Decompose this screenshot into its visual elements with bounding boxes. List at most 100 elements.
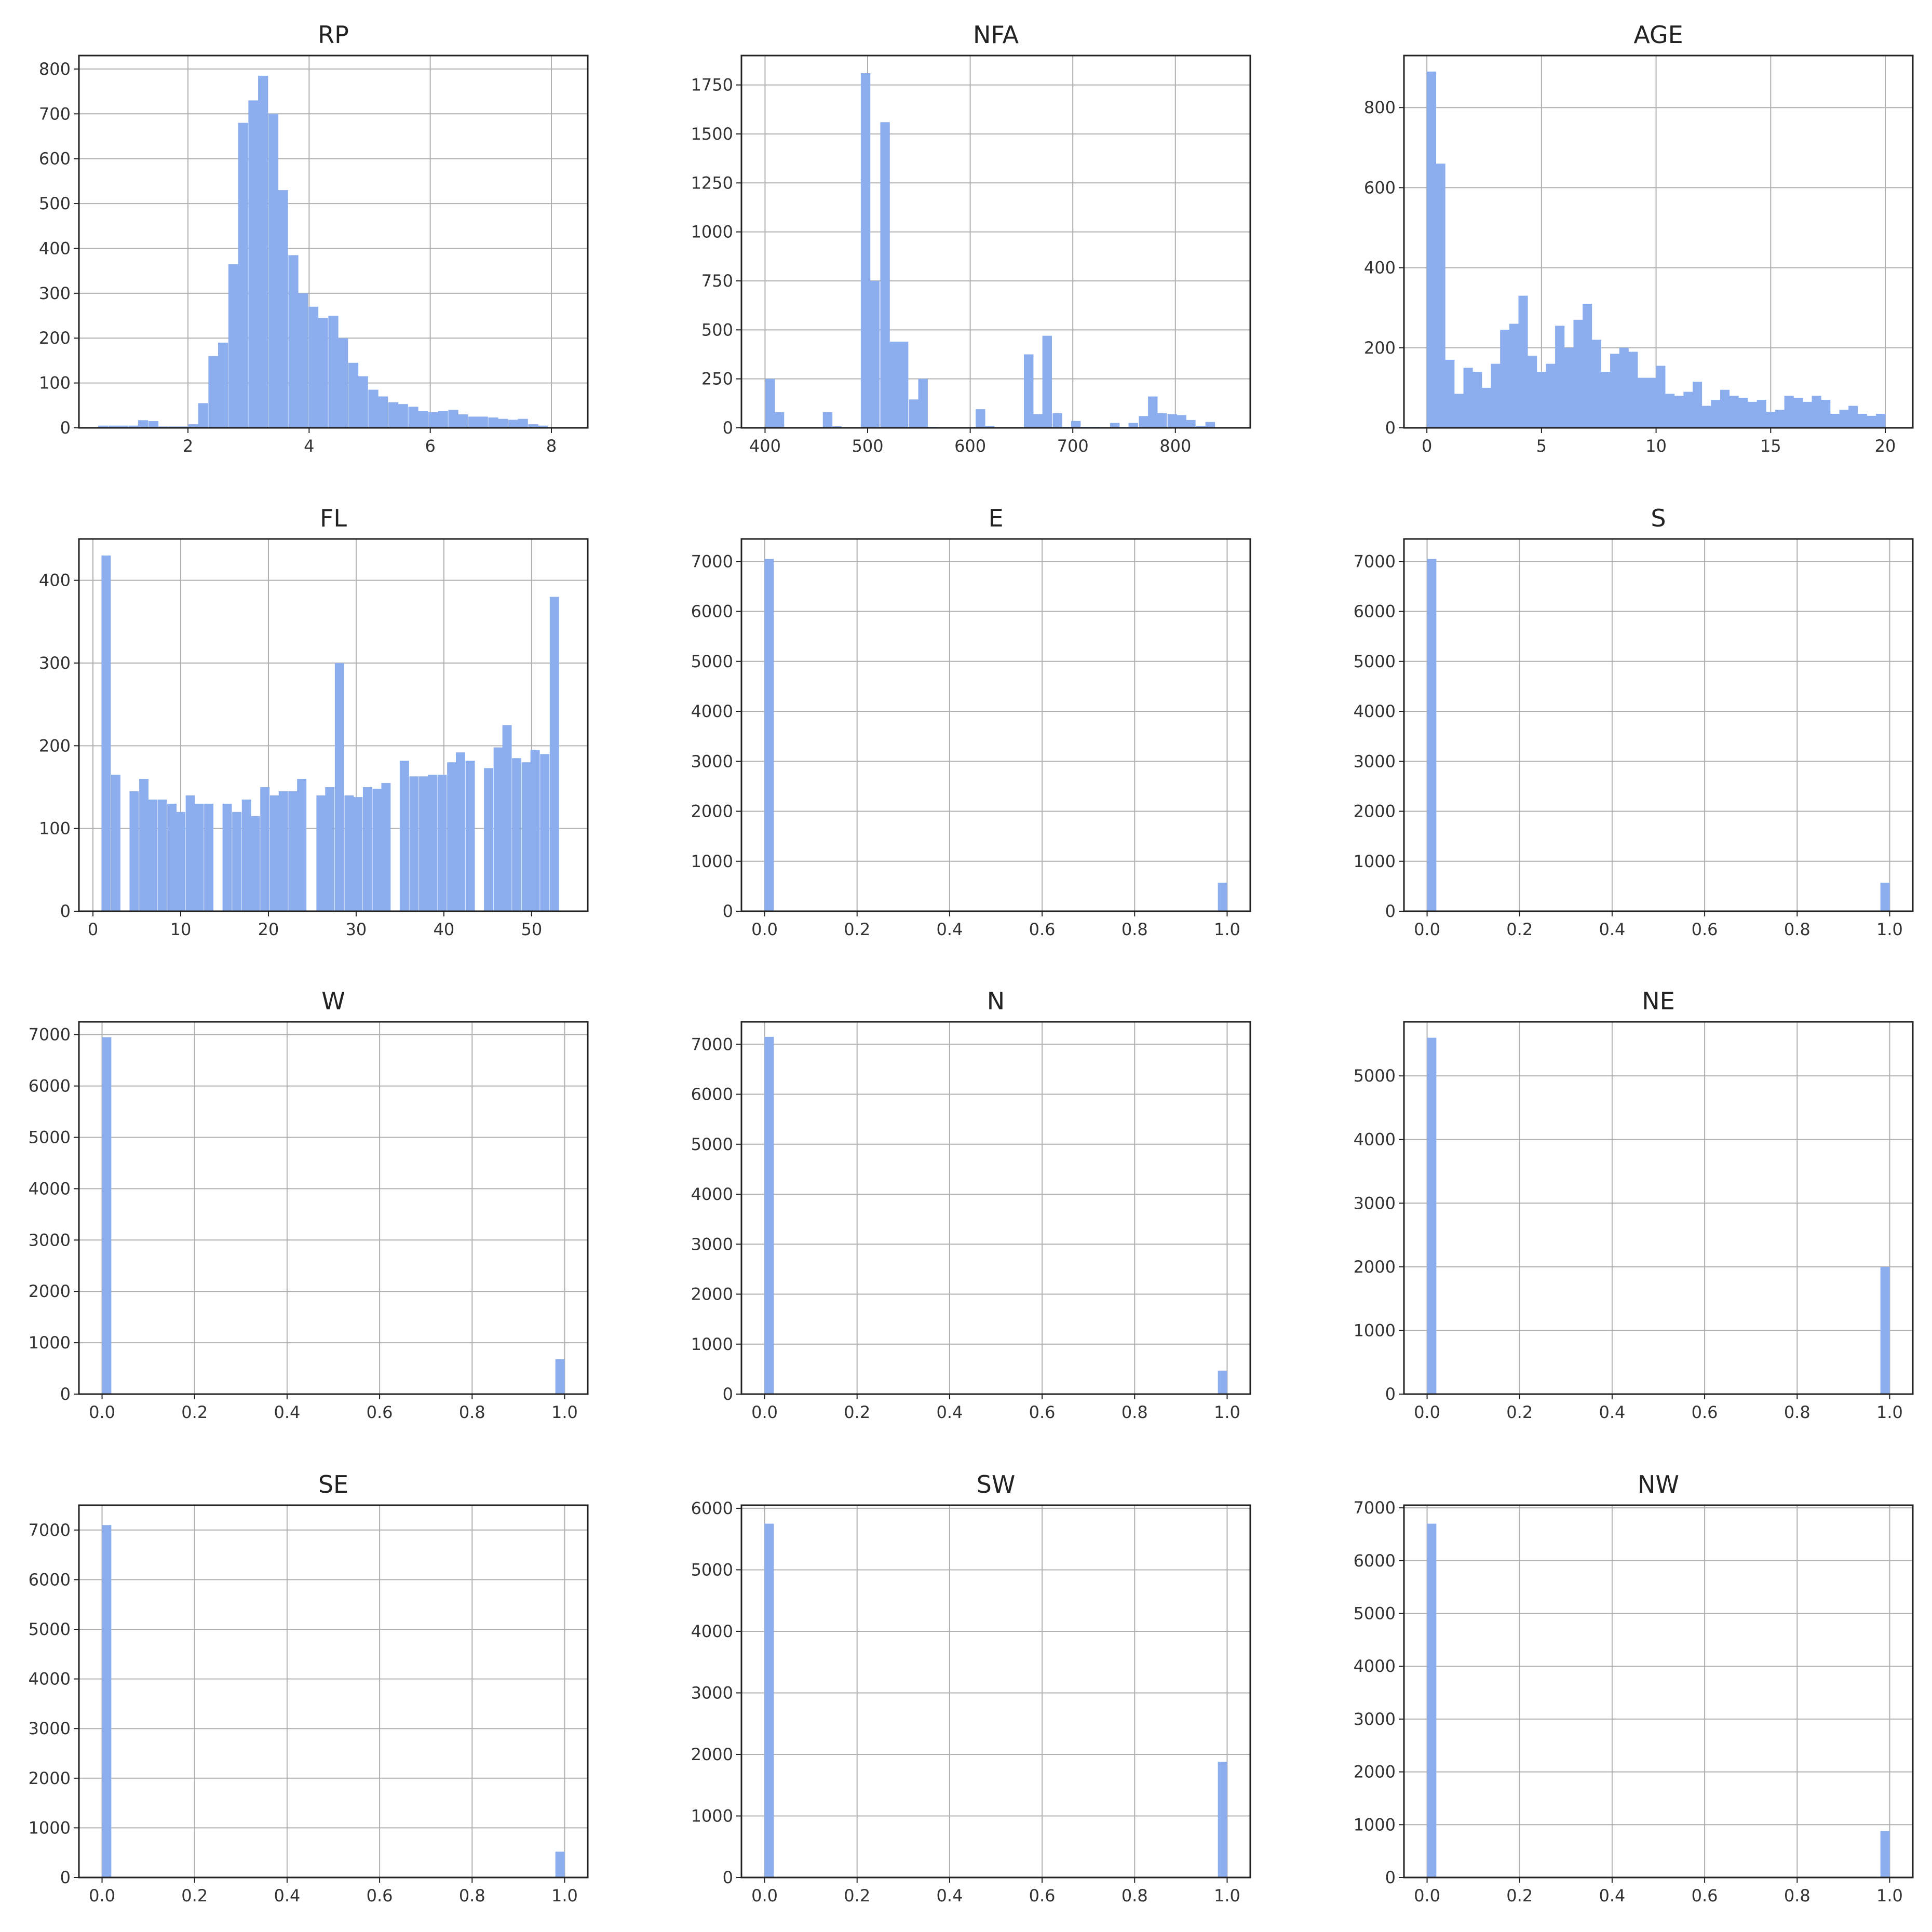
axes-frame <box>78 55 589 429</box>
y-tick-label: 7000 <box>29 1025 71 1045</box>
histogram-bar <box>278 791 288 911</box>
y-tick-label: 1000 <box>1354 1320 1396 1340</box>
histogram-bar <box>1839 410 1849 428</box>
histogram-bar <box>338 338 348 428</box>
x-tick-label: 0.4 <box>274 1886 300 1906</box>
histogram-rp: 2 4 6 8 0 100 200 300 400 500 600 700 800 RP <box>39 21 589 456</box>
x-tick-label: 0.4 <box>1599 920 1625 939</box>
histogram-nfa: 400 500 600 700 800 0 250 500 750 1000 1250 1500 175… <box>691 21 1251 456</box>
histogram-bar <box>1491 363 1501 428</box>
histogram-bar <box>860 73 871 428</box>
y-tick-label: 5000 <box>691 1134 733 1154</box>
y-tick-label: 2000 <box>29 1768 71 1788</box>
y-tick-label: 4000 <box>691 1622 733 1641</box>
x-tick-label: 10 <box>1645 436 1667 456</box>
histogram-bar <box>1738 398 1748 428</box>
chart-title: RP <box>318 21 349 49</box>
x-tick-label: 0.8 <box>459 1886 485 1906</box>
histogram-bar <box>870 280 880 428</box>
axes-frame <box>740 55 1251 429</box>
histogram-bar <box>308 306 319 428</box>
histogram-bar <box>238 123 248 428</box>
x-tick-label: 20 <box>1875 436 1896 456</box>
x-tick-label: 0.2 <box>1506 1402 1533 1422</box>
histogram-bar <box>1528 356 1537 428</box>
y-tick-label: 800 <box>1364 98 1396 117</box>
histogram-bar <box>128 425 139 428</box>
histogram-bar <box>1674 396 1684 428</box>
y-tick-label: 6000 <box>29 1076 71 1096</box>
histogram-bar <box>528 424 538 428</box>
histogram-bar <box>1619 347 1629 428</box>
x-tick-label: 50 <box>521 920 543 939</box>
y-tick-label: 4000 <box>29 1179 71 1198</box>
histogram-bar <box>1802 401 1812 428</box>
x-tick-label: 0.2 <box>844 1402 870 1422</box>
histogram-bar <box>388 402 399 428</box>
histogram-bar <box>1052 413 1062 428</box>
y-tick-label: 800 <box>39 59 71 79</box>
histogram-bar <box>880 122 890 428</box>
histogram-bar <box>1775 410 1785 428</box>
histogram-bar <box>218 342 228 428</box>
x-tick-label: 0.2 <box>1506 920 1533 939</box>
histogram-bar <box>1812 396 1821 428</box>
histogram-ne: 0.0 0.2 0.4 0.6 0.8 1.0 0 1000 2000 3000 4000 5000 N… <box>1354 987 1914 1422</box>
histogram-bar <box>241 799 251 911</box>
x-tick-label: 0.2 <box>844 920 870 939</box>
y-tick-label: 2000 <box>1354 1762 1396 1782</box>
histogram-bar <box>232 812 242 911</box>
histogram-bar <box>358 376 368 428</box>
histogram-fl: 0 10 20 30 40 50 0 100 200 300 400 FL <box>39 504 589 939</box>
y-tick-label: 600 <box>1364 178 1396 197</box>
histogram-bar <box>984 426 995 428</box>
y-tick-label: 4000 <box>29 1669 71 1689</box>
histogram-bar <box>764 1036 774 1394</box>
histogram-bar <box>372 789 382 911</box>
histogram-s: 0.0 0.2 0.4 0.6 0.8 1.0 0 1000 2000 3000 4000 5000 6… <box>1354 504 1914 939</box>
plot-area <box>79 1505 588 1877</box>
y-tick-label: 200 <box>1364 338 1396 358</box>
histogram-bar <box>1196 426 1206 428</box>
histogram-bar <box>1110 423 1120 428</box>
y-tick-label: 6000 <box>691 1498 733 1518</box>
histogram-bar <box>1218 1370 1227 1394</box>
histogram-bar <box>334 663 344 911</box>
histogram-bar <box>185 795 195 911</box>
histogram-bar <box>278 190 288 428</box>
y-tick-label: 100 <box>39 819 71 839</box>
x-tick-label: 0.6 <box>367 1886 393 1906</box>
y-tick-label: 0 <box>723 418 733 438</box>
histogram-bar <box>488 417 498 428</box>
histogram-bar <box>139 779 148 911</box>
histogram-bar <box>1601 372 1611 428</box>
y-tick-label: 7000 <box>691 1034 733 1054</box>
histogram-bar <box>765 379 775 428</box>
histogram-bar <box>222 803 232 911</box>
histogram-bar <box>1509 323 1519 428</box>
histogram-bar <box>918 379 928 428</box>
histogram-bar <box>1518 295 1528 428</box>
histogram-bar <box>1610 354 1620 428</box>
x-tick-label: 0.2 <box>181 1402 208 1422</box>
y-tick-label: 7000 <box>691 551 733 571</box>
x-tick-label: 0.6 <box>1029 920 1056 939</box>
y-tick-label: 0 <box>1385 1868 1396 1887</box>
y-tick-label: 4000 <box>691 701 733 721</box>
x-tick-label: 0.8 <box>459 1402 485 1422</box>
x-tick-label: 0.6 <box>367 1402 393 1422</box>
histogram-bar <box>1218 1762 1227 1877</box>
histogram-bar <box>147 799 157 911</box>
x-tick-label: 0 <box>88 920 98 939</box>
x-tick-label: 10 <box>170 920 192 939</box>
histogram-bar <box>1683 391 1693 428</box>
histogram-bar <box>148 421 159 428</box>
y-tick-label: 6000 <box>1354 602 1396 622</box>
histogram-bar <box>399 761 409 911</box>
histogram-bar <box>484 768 494 911</box>
histogram-bar <box>188 424 199 428</box>
chart-title: W <box>321 987 345 1015</box>
y-tick-label: 2000 <box>1354 802 1396 821</box>
histogram-bar <box>1830 414 1840 428</box>
x-tick-label: 6 <box>425 436 435 456</box>
